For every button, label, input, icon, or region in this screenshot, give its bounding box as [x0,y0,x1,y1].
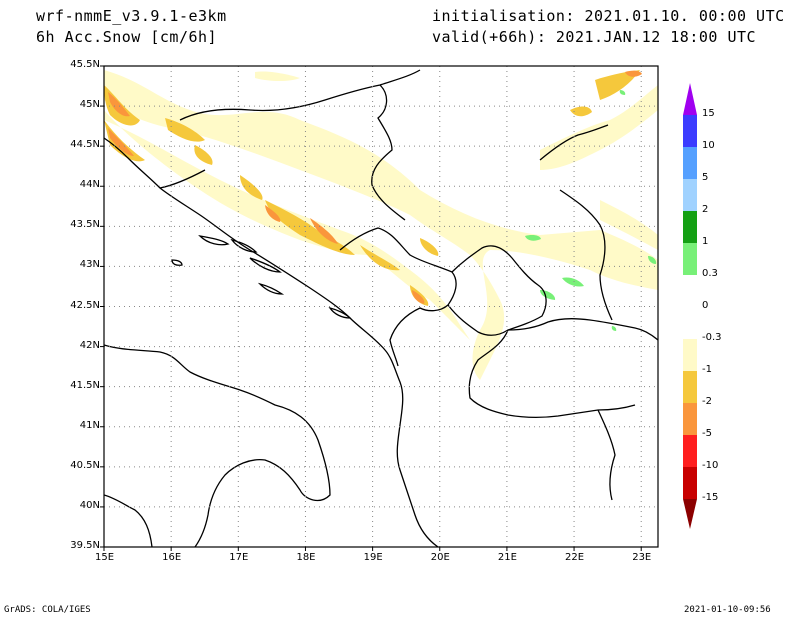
colorbar-swatch [683,243,697,275]
colorbar-swatch [683,115,697,147]
colorbar-swatch [683,179,697,211]
colorbar-top-arrow [683,83,697,115]
colorbar-swatch [683,275,697,307]
axis-ticks [100,65,642,551]
coastlines [104,69,658,547]
graticule [104,66,658,547]
lat-tick-label: 41.5N [70,379,100,391]
colorbar-label: 0.3 [702,268,718,279]
lat-tick-label: 44.5N [70,139,100,151]
lat-tick-label: 42.5N [70,299,100,311]
colorbar-label: -1 [702,364,712,375]
lat-tick-label: 43N [79,259,100,271]
lat-tick-label: 40.5N [70,459,100,471]
colorbar-swatch [683,371,697,403]
lon-tick-label: 22E [565,552,585,563]
colorbar [683,83,697,529]
lat-tick-label: 45.5N [70,59,100,70]
colorbar-swatch [683,211,697,243]
init-time: initialisation: 2021.01.10. 00:00 UTC [432,7,785,25]
colorbar-bottom-arrow [683,499,697,529]
lon-tick-label: 21E [497,552,517,563]
colorbar-swatch [683,435,697,467]
field-title: 6h Acc.Snow [cm/6h] [36,28,218,46]
colorbar-swatch [683,403,697,435]
lat-tick-label: 41N [79,419,100,431]
lon-tick-label: 19E [363,552,383,563]
colorbar-label: -5 [702,428,712,439]
lon-tick-label: 20E [430,552,450,563]
colorbar-label: 15 [702,108,715,119]
colorbar-label: 2 [702,204,709,215]
colorbar-label: 5 [702,172,709,183]
lon-tick-label: 16E [162,552,182,563]
colorbar-label: -2 [702,396,712,407]
snow-field [104,70,658,380]
lat-tick-label: 39.5N [70,540,100,551]
lon-tick-label: 23E [632,552,652,563]
lon-tick-label: 18E [296,552,316,563]
colorbar-label: -10 [702,460,719,471]
colorbar-label: 1 [702,236,709,247]
colorbar-label: -15 [702,492,719,503]
colorbar-label: 0 [702,300,709,311]
colorbar-swatch [683,307,697,339]
lat-tick-label: 40N [79,499,100,511]
lat-tick-label: 45N [79,99,100,111]
model-title: wrf-nmmE_v3.9.1-e3km [36,7,227,25]
colorbar-label: 10 [702,140,715,151]
valid-time: valid(+66h): 2021.JAN.12 18:00 UTC [432,28,757,46]
footer-timestamp: 2021-01-10-09:56 [684,605,771,615]
lat-tick-label: 44N [79,179,100,191]
colorbar-label: -0.3 [702,332,722,343]
colorbar-swatch [683,339,697,371]
footer-software: GrADS: COLA/IGES [4,605,91,615]
lat-tick-label: 43.5N [70,219,100,231]
lon-tick-label: 15E [95,552,115,563]
lat-tick-label: 42N [79,339,100,351]
colorbar-swatch [683,147,697,179]
colorbar-swatch [683,467,697,499]
lon-tick-label: 17E [229,552,249,563]
